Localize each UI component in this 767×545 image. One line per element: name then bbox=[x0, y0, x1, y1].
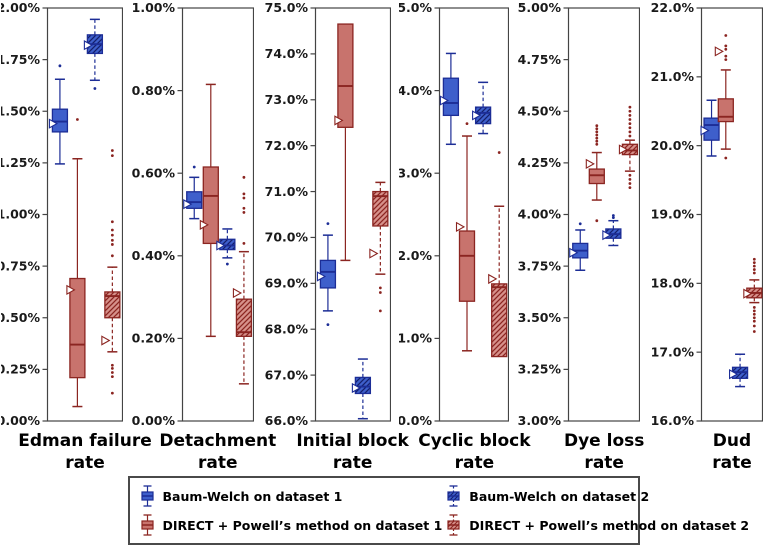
svg-text:75.0%: 75.0% bbox=[264, 0, 308, 15]
panel-edman-failure-rate: 0.00% 0.25% 0.50% 0.75% 1.00% 1.25% 1.50% 1.75%… bbox=[1, 0, 152, 473]
boxplot-canvas-detachment-rate: 0.00% 0.20% 0.40% 0.60% 0.80% 1.00% bbox=[132, 0, 254, 428]
panel-title-initial-block-rate: Initial block rate bbox=[296, 431, 409, 474]
svg-text:1.75%: 1.75% bbox=[1, 52, 40, 67]
svg-text:2.00%: 2.00% bbox=[1, 0, 40, 15]
svg-text:1.0%: 1.0% bbox=[399, 331, 432, 346]
svg-text:0.60%: 0.60% bbox=[132, 165, 175, 180]
svg-text:1.00%: 1.00% bbox=[132, 0, 175, 15]
boxplot-canvas-dye-loss-rate: 3.00% 3.25% 3.50% 3.75% 4.00% 4.25% 4.50% 4.75%… bbox=[518, 0, 641, 428]
boxplot-canvas-cyclic-block-rate: 0.0% 1.0% 2.0% 3.0% 4.0% 5.0% bbox=[399, 0, 510, 428]
panel-title-detachment-rate: Detachment rate bbox=[159, 431, 277, 474]
svg-text:20.0%: 20.0% bbox=[651, 138, 695, 153]
panel-title-cyclic-block-rate: Cyclic block rate bbox=[418, 431, 531, 474]
svg-text:68.0%: 68.0% bbox=[264, 321, 308, 336]
panel-title-dye-loss-rate: Dye loss rate bbox=[563, 431, 645, 474]
legend-label-bw1: Baum-Welch on dataset 1 bbox=[162, 488, 343, 504]
svg-text:17.0%: 17.0% bbox=[651, 344, 695, 359]
svg-text:3.00%: 3.00% bbox=[518, 413, 561, 428]
svg-text:4.50%: 4.50% bbox=[518, 103, 561, 118]
boxplot-canvas-edman-failure-rate: 0.00% 0.25% 0.50% 0.75% 1.00% 1.25% 1.50% 1.75%… bbox=[1, 0, 123, 428]
svg-text:73.0%: 73.0% bbox=[264, 92, 308, 107]
panel-cyclic-block-rate: 0.0% 1.0% 2.0% 3.0% 4.0% 5.0% Cyclic block rate bbox=[399, 0, 530, 473]
svg-text:72.0%: 72.0% bbox=[264, 138, 308, 153]
legend-boxplot-glyph-bw2 bbox=[447, 485, 460, 507]
legend-boxplot-glyph-dp2 bbox=[447, 514, 460, 536]
svg-text:18.0%: 18.0% bbox=[651, 276, 695, 291]
panel-initial-block-rate: 66.0% 67.0% 68.0% 69.0% 70.0% 71.0% 72.0% 73.0%… bbox=[263, 0, 409, 473]
boxplot-canvas-dud-rate: 16.0% 17.0% 18.0% 19.0% 20.0% 21.0% 22.0% bbox=[651, 0, 763, 428]
svg-text:1.00%: 1.00% bbox=[1, 207, 40, 222]
svg-text:74.0%: 74.0% bbox=[264, 46, 308, 61]
svg-text:0.25%: 0.25% bbox=[1, 362, 40, 377]
svg-text:5.0%: 5.0% bbox=[399, 0, 432, 15]
svg-text:5.00%: 5.00% bbox=[518, 0, 561, 15]
legend-item-dp1: DIRECT + Powell’s method on dataset 1 bbox=[140, 513, 443, 537]
svg-text:3.50%: 3.50% bbox=[518, 310, 561, 325]
panel-title-edman-failure-rate: Edman failure rate bbox=[18, 431, 152, 474]
legend-boxplot-glyph-bw1 bbox=[140, 485, 154, 507]
svg-text:70.0%: 70.0% bbox=[264, 230, 308, 245]
svg-text:0.50%: 0.50% bbox=[1, 310, 40, 325]
svg-text:66.0%: 66.0% bbox=[264, 413, 308, 428]
panel-dye-loss-rate: 3.00% 3.25% 3.50% 3.75% 4.00% 4.25% 4.50% 4.75%… bbox=[518, 0, 644, 473]
svg-text:22.0%: 22.0% bbox=[651, 0, 695, 15]
svg-text:67.0%: 67.0% bbox=[264, 367, 308, 382]
svg-text:16.0%: 16.0% bbox=[651, 413, 695, 428]
svg-text:0.00%: 0.00% bbox=[1, 413, 40, 428]
svg-text:69.0%: 69.0% bbox=[264, 276, 308, 291]
svg-text:0.80%: 0.80% bbox=[132, 83, 175, 98]
svg-text:4.00%: 4.00% bbox=[518, 207, 561, 222]
legend-item-dp2: DIRECT + Powell’s method on dataset 2 bbox=[446, 513, 749, 537]
svg-text:3.25%: 3.25% bbox=[518, 362, 561, 377]
legend-label-dp2: DIRECT + Powell’s method on dataset 2 bbox=[469, 517, 750, 533]
boxplot-canvas-initial-block-rate: 66.0% 67.0% 68.0% 69.0% 70.0% 71.0% 72.0% 73.0%… bbox=[264, 0, 391, 428]
svg-text:21.0%: 21.0% bbox=[651, 69, 695, 84]
svg-text:0.40%: 0.40% bbox=[132, 248, 175, 263]
svg-text:3.0%: 3.0% bbox=[399, 165, 432, 180]
svg-text:2.0%: 2.0% bbox=[399, 248, 432, 263]
svg-text:1.50%: 1.50% bbox=[1, 103, 40, 118]
svg-text:19.0%: 19.0% bbox=[651, 207, 695, 222]
panels-row: 0.00% 0.25% 0.50% 0.75% 1.00% 1.25% 1.50% 1.75%… bbox=[1, 0, 763, 473]
legend-label-dp1: DIRECT + Powell’s method on dataset 1 bbox=[162, 517, 443, 533]
legend-item-bw2: Baum-Welch on dataset 2 bbox=[446, 484, 749, 508]
svg-text:0.20%: 0.20% bbox=[132, 331, 175, 346]
svg-text:1.25%: 1.25% bbox=[1, 155, 40, 170]
svg-text:3.75%: 3.75% bbox=[518, 258, 561, 273]
legend: Baum-Welch on dataset 1 Baum-Welch on dat… bbox=[127, 476, 749, 545]
svg-text:4.75%: 4.75% bbox=[518, 52, 561, 67]
legend-item-bw1: Baum-Welch on dataset 1 bbox=[140, 484, 443, 508]
legend-boxplot-glyph-dp1 bbox=[140, 514, 154, 536]
svg-text:71.0%: 71.0% bbox=[264, 184, 308, 199]
svg-text:0.00%: 0.00% bbox=[132, 413, 175, 428]
svg-text:0.75%: 0.75% bbox=[1, 258, 40, 273]
svg-text:0.0%: 0.0% bbox=[399, 413, 432, 428]
panel-title-dud-rate: Dud rate bbox=[712, 431, 752, 474]
svg-text:4.0%: 4.0% bbox=[399, 83, 432, 98]
svg-text:4.25%: 4.25% bbox=[518, 155, 561, 170]
legend-label-bw2: Baum-Welch on dataset 2 bbox=[469, 488, 650, 504]
panel-detachment-rate: 0.00% 0.20% 0.40% 0.60% 0.80% 1.00% Detachment… bbox=[132, 0, 276, 473]
panel-dud-rate: 16.0% 17.0% 18.0% 19.0% 20.0% 21.0% 22.0% Dud ra… bbox=[649, 0, 763, 473]
